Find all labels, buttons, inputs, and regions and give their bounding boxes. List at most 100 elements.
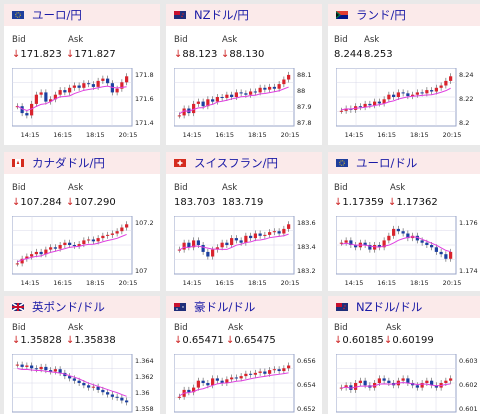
price-chart[interactable]: 0.656 0.654 0.652: [174, 354, 318, 414]
y-tick-label: 1.36: [135, 389, 149, 397]
x-tick-label: 14:15: [21, 131, 40, 139]
currency-pair-link[interactable]: 豪ドル/ドル: [194, 300, 256, 314]
candle: [268, 232, 272, 235]
candle: [49, 370, 53, 372]
price-chart[interactable]: 88.1 88 87.9 87.8 14:15 16:15 18:15 20:15: [174, 68, 318, 140]
candle: [34, 94, 38, 104]
currency-pair-link[interactable]: カナダドル/円: [32, 156, 105, 170]
ask-value: ↓0.60199: [384, 335, 434, 346]
candle: [396, 228, 400, 232]
candle: [87, 83, 91, 85]
price-chart[interactable]: 0.603 0.602 0.601: [336, 354, 480, 414]
x-tick-label: 16:15: [53, 279, 72, 287]
ask-label: Ask: [390, 183, 406, 193]
candle: [277, 231, 281, 234]
x-tick-label: 14:15: [345, 279, 364, 287]
candle: [206, 99, 210, 107]
ask-label: Ask: [68, 183, 84, 193]
candle: [220, 242, 224, 248]
candle: [444, 380, 448, 383]
y-tick-label: 8.22: [459, 95, 473, 103]
y-tick-label: 0.656: [297, 357, 316, 365]
candle: [115, 231, 119, 234]
y-tick-label: 8.2: [459, 119, 469, 127]
candle: [106, 392, 110, 395]
candle: [434, 247, 438, 252]
currency-pair-link[interactable]: ユーロ/円: [32, 8, 82, 22]
card-header: 豪ドル/ドル: [166, 296, 322, 318]
candle: [339, 387, 343, 389]
candle: [272, 86, 276, 89]
eu-flag-icon: [12, 11, 24, 19]
price-chart[interactable]: 8.24 8.22 8.2 14:15 16:15 18:15 20:15: [336, 68, 480, 140]
candle: [420, 383, 424, 388]
candle: [225, 94, 229, 98]
candle: [287, 224, 291, 229]
x-tick-label: 18:15: [86, 279, 105, 287]
nz-flag-icon: [174, 11, 186, 19]
candle: [91, 84, 95, 87]
candle: [434, 87, 438, 92]
candle: [420, 92, 424, 94]
currency-pair-link[interactable]: NZドル/ドル: [356, 300, 423, 314]
candle: [225, 242, 229, 245]
down-arrow-icon: ↓: [174, 49, 183, 60]
candle: [277, 369, 281, 372]
candle: [368, 103, 372, 106]
candle: [406, 93, 410, 97]
y-tick-label: 107.2: [135, 219, 154, 227]
candle: [72, 378, 76, 381]
ask-label: Ask: [68, 323, 84, 333]
candle: [211, 378, 215, 386]
bid-label: Bid: [174, 323, 188, 333]
down-arrow-icon: ↓: [12, 335, 21, 346]
rate-card: カナダドル/円 Bid Ask ↓107.284 ↓107.290 107.2 1…: [4, 152, 160, 291]
candle: [182, 242, 186, 250]
rate-card: ユーロ/円 Bid Ask ↓171.823 ↓171.827 171.8 171…: [4, 4, 160, 145]
currency-pair-link[interactable]: スイスフラン/円: [194, 156, 279, 170]
candle: [406, 378, 410, 383]
candle: [82, 383, 86, 386]
candle: [44, 249, 48, 255]
candle: [53, 247, 57, 249]
price-chart[interactable]: 183.6 183.4 183.2 14:15 16:15 18:15 20:15: [174, 216, 318, 288]
y-tick-label: 1.174: [459, 267, 478, 275]
candle: [406, 233, 410, 239]
candle: [63, 90, 67, 93]
candle: [287, 74, 291, 80]
candle: [177, 115, 181, 117]
currency-pair-link[interactable]: ランド/円: [356, 8, 406, 22]
currency-pair-link[interactable]: ユーロ/ドル: [356, 156, 418, 170]
currency-pair-link[interactable]: NZドル/円: [194, 8, 249, 22]
candle: [20, 364, 24, 367]
candle: [230, 94, 234, 97]
candle: [244, 235, 248, 243]
candle: [53, 94, 57, 100]
price-chart[interactable]: 1.364 1.362 1.36 1.358: [12, 354, 156, 414]
moving-average-line: [179, 86, 289, 115]
candle: [244, 93, 248, 95]
price-chart[interactable]: 171.8 171.6 171.4 14:15 16:15 18:15 20:15: [12, 68, 156, 140]
down-arrow-icon: ↓: [174, 335, 183, 346]
x-tick-label: 14:15: [183, 279, 202, 287]
candle: [425, 242, 429, 245]
candle: [44, 92, 48, 102]
ask-label: Ask: [222, 35, 238, 45]
price-chart[interactable]: 107.2 107 14:15 16:15 18:15 20:15: [12, 216, 156, 288]
candle: [30, 103, 34, 116]
ask-label: Ask: [68, 35, 84, 45]
y-tick-label: 183.4: [297, 243, 316, 251]
candle: [192, 387, 196, 393]
price-chart[interactable]: 1.176 1.174 14:15 16:15 18:15 20:15: [336, 216, 480, 288]
candle: [220, 97, 224, 98]
ch-flag-icon: [174, 159, 186, 167]
candle: [20, 106, 24, 114]
candle: [125, 224, 129, 228]
candle: [63, 242, 67, 245]
down-arrow-icon: ↓: [66, 335, 75, 346]
candle: [249, 235, 253, 239]
candle: [72, 85, 76, 88]
down-arrow-icon: ↓: [334, 197, 343, 208]
candle: [91, 386, 95, 388]
currency-pair-link[interactable]: 英ポンド/ドル: [32, 300, 105, 314]
